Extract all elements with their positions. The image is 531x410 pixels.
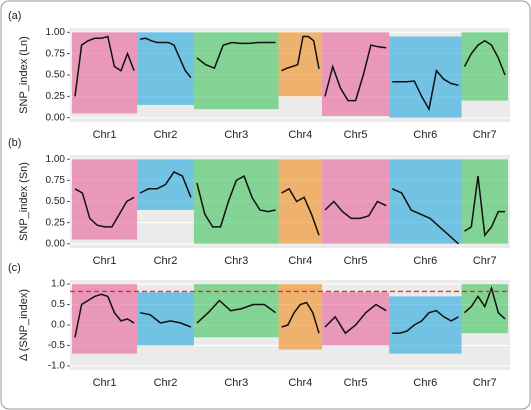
smoothed-line xyxy=(281,35,320,72)
smoothed-line xyxy=(463,39,506,76)
x-tick-label: Chr3 xyxy=(224,129,248,141)
smoothed-line xyxy=(324,200,387,220)
x-tick-label: Chr3 xyxy=(224,377,248,389)
x-tick-label: Chr4 xyxy=(288,377,312,389)
smoothed-line xyxy=(139,311,192,328)
smoothed-line xyxy=(324,44,387,102)
x-tick-label: Chr3 xyxy=(224,255,248,267)
snp-cloud xyxy=(278,32,323,97)
y-tick-label: 0.5 xyxy=(51,299,65,310)
snp-cloud xyxy=(72,32,138,114)
smoothed-line xyxy=(392,309,459,334)
smoothed-line xyxy=(464,176,505,238)
smoothed-line xyxy=(139,37,192,79)
smoothed-line xyxy=(139,170,192,198)
x-tick-label: Chr6 xyxy=(413,129,437,141)
x-tick-label: Chr6 xyxy=(413,377,437,389)
y-tick-label: -1.0 xyxy=(48,361,66,372)
smoothed-line xyxy=(463,285,506,320)
x-tick-label: Chr7 xyxy=(473,377,497,389)
smoothed-line xyxy=(196,175,276,228)
x-tick-label: Chr5 xyxy=(344,377,368,389)
snp-cloud xyxy=(278,284,323,350)
y-tick-label: 1.00 xyxy=(46,27,66,38)
x-tick-label: Chr5 xyxy=(344,129,368,141)
smoothed-line xyxy=(281,301,320,334)
snp-cloud xyxy=(193,32,279,110)
x-tick-label: Chr7 xyxy=(473,129,497,141)
y-tick-label: 0.50 xyxy=(46,70,66,81)
smoothed-line xyxy=(74,35,135,97)
snp-cloud xyxy=(389,159,462,244)
y-tick-label: 0.75 xyxy=(46,175,66,186)
x-tick-label: Chr1 xyxy=(93,129,117,141)
x-tick-label: Chr6 xyxy=(413,255,437,267)
y-tick-label: 1.0 xyxy=(51,279,65,290)
snp-cloud xyxy=(389,36,462,118)
x-tick-label: Chr2 xyxy=(154,377,178,389)
snp-cloud xyxy=(193,284,279,338)
panel-label: (b) xyxy=(8,137,21,149)
y-tick-label: 1.00 xyxy=(46,154,66,165)
smoothed-line xyxy=(281,187,320,236)
panel-label: (c) xyxy=(8,262,21,274)
x-tick-label: Chr1 xyxy=(93,255,117,267)
y-tick-label: 0.25 xyxy=(46,91,66,102)
x-tick-label: Chr7 xyxy=(473,255,497,267)
snp-cloud xyxy=(193,159,279,244)
smoothed-line xyxy=(392,69,459,112)
y-tick-label: 0.50 xyxy=(46,196,66,207)
y-tick-label: -0.5 xyxy=(48,340,66,351)
snp-cloud xyxy=(389,296,462,354)
smoothed-line xyxy=(324,303,387,335)
smoothed-line xyxy=(74,188,135,228)
snp-cloud xyxy=(137,292,194,346)
smoothed-line xyxy=(196,299,277,324)
x-tick-label: Chr4 xyxy=(288,255,312,267)
y-axis-label: Δ (SNP_index) xyxy=(18,289,30,361)
smoothed-line xyxy=(74,293,135,338)
smoothed-line xyxy=(391,188,460,245)
snp-cloud xyxy=(322,32,390,117)
x-tick-label: Chr5 xyxy=(344,255,368,267)
y-axis-label: SNP_index (Ln) xyxy=(18,36,30,114)
x-tick-label: Chr1 xyxy=(93,377,117,389)
x-tick-label: Chr2 xyxy=(154,255,178,267)
y-tick-label: 0.75 xyxy=(46,48,66,59)
y-tick-label: 0.00 xyxy=(46,238,66,249)
snp-cloud xyxy=(461,32,508,101)
y-tick-label: 0.25 xyxy=(46,217,66,228)
y-tick-label: 0.0 xyxy=(51,320,65,331)
snp-cloud xyxy=(278,159,323,244)
x-tick-label: Chr2 xyxy=(154,129,178,141)
y-tick-label: 0.00 xyxy=(46,112,66,123)
panel-label: (a) xyxy=(8,10,21,22)
x-tick-label: Chr4 xyxy=(288,129,312,141)
smoothed-line xyxy=(196,41,276,70)
y-axis-label: SNP_index (Sn) xyxy=(18,162,30,241)
